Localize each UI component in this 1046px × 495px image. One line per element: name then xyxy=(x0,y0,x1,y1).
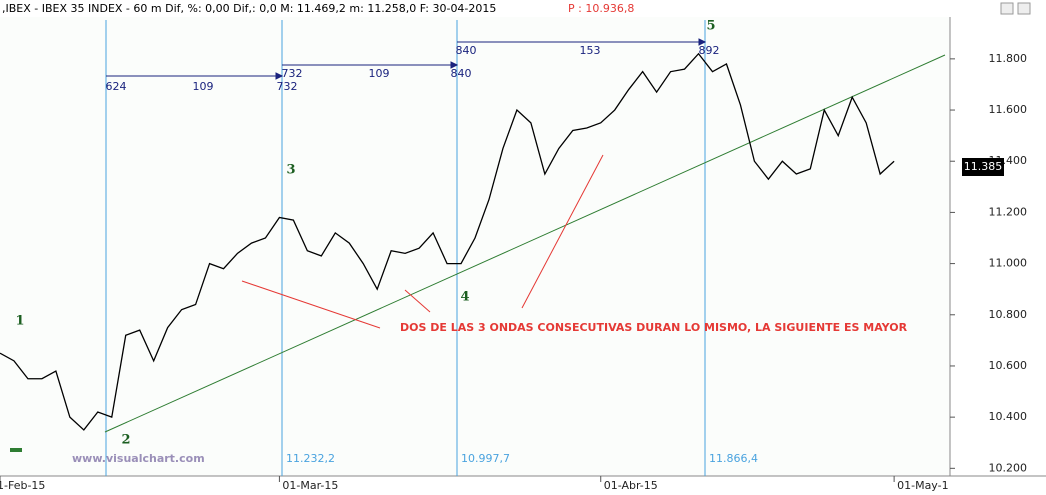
measure-span: 153 xyxy=(580,44,601,57)
watermark: www.visualchart.com xyxy=(72,452,205,465)
arrow-head xyxy=(450,61,459,69)
last-price-box xyxy=(962,158,1004,176)
measure-start: 840 xyxy=(456,44,477,57)
y-tick-label: 10.200 xyxy=(989,461,1028,474)
y-axis-area xyxy=(950,0,1046,495)
measure-span: 109 xyxy=(193,80,214,93)
trend-line xyxy=(104,54,946,433)
y-tick-label: 10.400 xyxy=(989,410,1028,423)
wave-label: 5 xyxy=(706,19,715,34)
y-tick-label: 10.600 xyxy=(989,359,1028,372)
x-tick-label: 01-Abr-15 xyxy=(604,479,658,492)
pointer xyxy=(241,280,381,329)
measure-end: 732 xyxy=(277,80,298,93)
measure-span: 109 xyxy=(369,67,390,80)
price-line xyxy=(0,52,895,431)
vertical-line-label: 10.997,7 xyxy=(461,452,510,465)
measure-end: 840 xyxy=(451,67,472,80)
marker xyxy=(10,448,22,452)
wave-label: 2 xyxy=(121,433,130,448)
y-tick-label: 11.200 xyxy=(989,205,1028,218)
header-bar xyxy=(0,0,1046,17)
arrow-head xyxy=(275,72,284,80)
vertical-lines xyxy=(105,20,706,476)
y-tick-label: 10.800 xyxy=(989,308,1028,321)
annotation-lines xyxy=(241,154,604,329)
pointer xyxy=(404,289,431,313)
x-tick-label: 1-Feb-15 xyxy=(0,479,45,492)
measure-start: 624 xyxy=(106,80,127,93)
x-tick-label: 01-Mar-15 xyxy=(282,479,338,492)
close-button[interactable] xyxy=(1017,2,1031,15)
wave-label: 3 xyxy=(286,163,295,178)
minimize-button[interactable] xyxy=(1000,2,1014,15)
measure-arrows xyxy=(106,38,707,80)
header-price: P : 10.936,8 xyxy=(568,2,634,15)
y-tick-label: 11.600 xyxy=(989,103,1028,116)
y-tick-label: 11.800 xyxy=(989,52,1028,65)
pointer xyxy=(521,154,604,309)
x-axis-area xyxy=(0,476,1046,495)
annotation: DOS DE LAS 3 ONDAS CONSECUTIVAS DURAN LO… xyxy=(400,321,908,334)
vertical-line-label: 11.232,2 xyxy=(286,452,335,465)
measure-start: 732 xyxy=(282,67,303,80)
vertical-line-label: 11.866,4 xyxy=(709,452,758,465)
last-price-label: 11.385 xyxy=(964,160,1003,173)
x-tick-label: 01-May-1 xyxy=(897,479,948,492)
y-tick-label: 11.000 xyxy=(989,257,1028,270)
wave-label: 4 xyxy=(460,290,469,305)
header: ,IBEX - IBEX 35 INDEX - 60 m Dif, %: 0,0… xyxy=(2,2,496,15)
wave-label: 1 xyxy=(15,314,24,329)
arrow-head xyxy=(698,38,707,46)
measure-end: 892 xyxy=(699,44,720,57)
